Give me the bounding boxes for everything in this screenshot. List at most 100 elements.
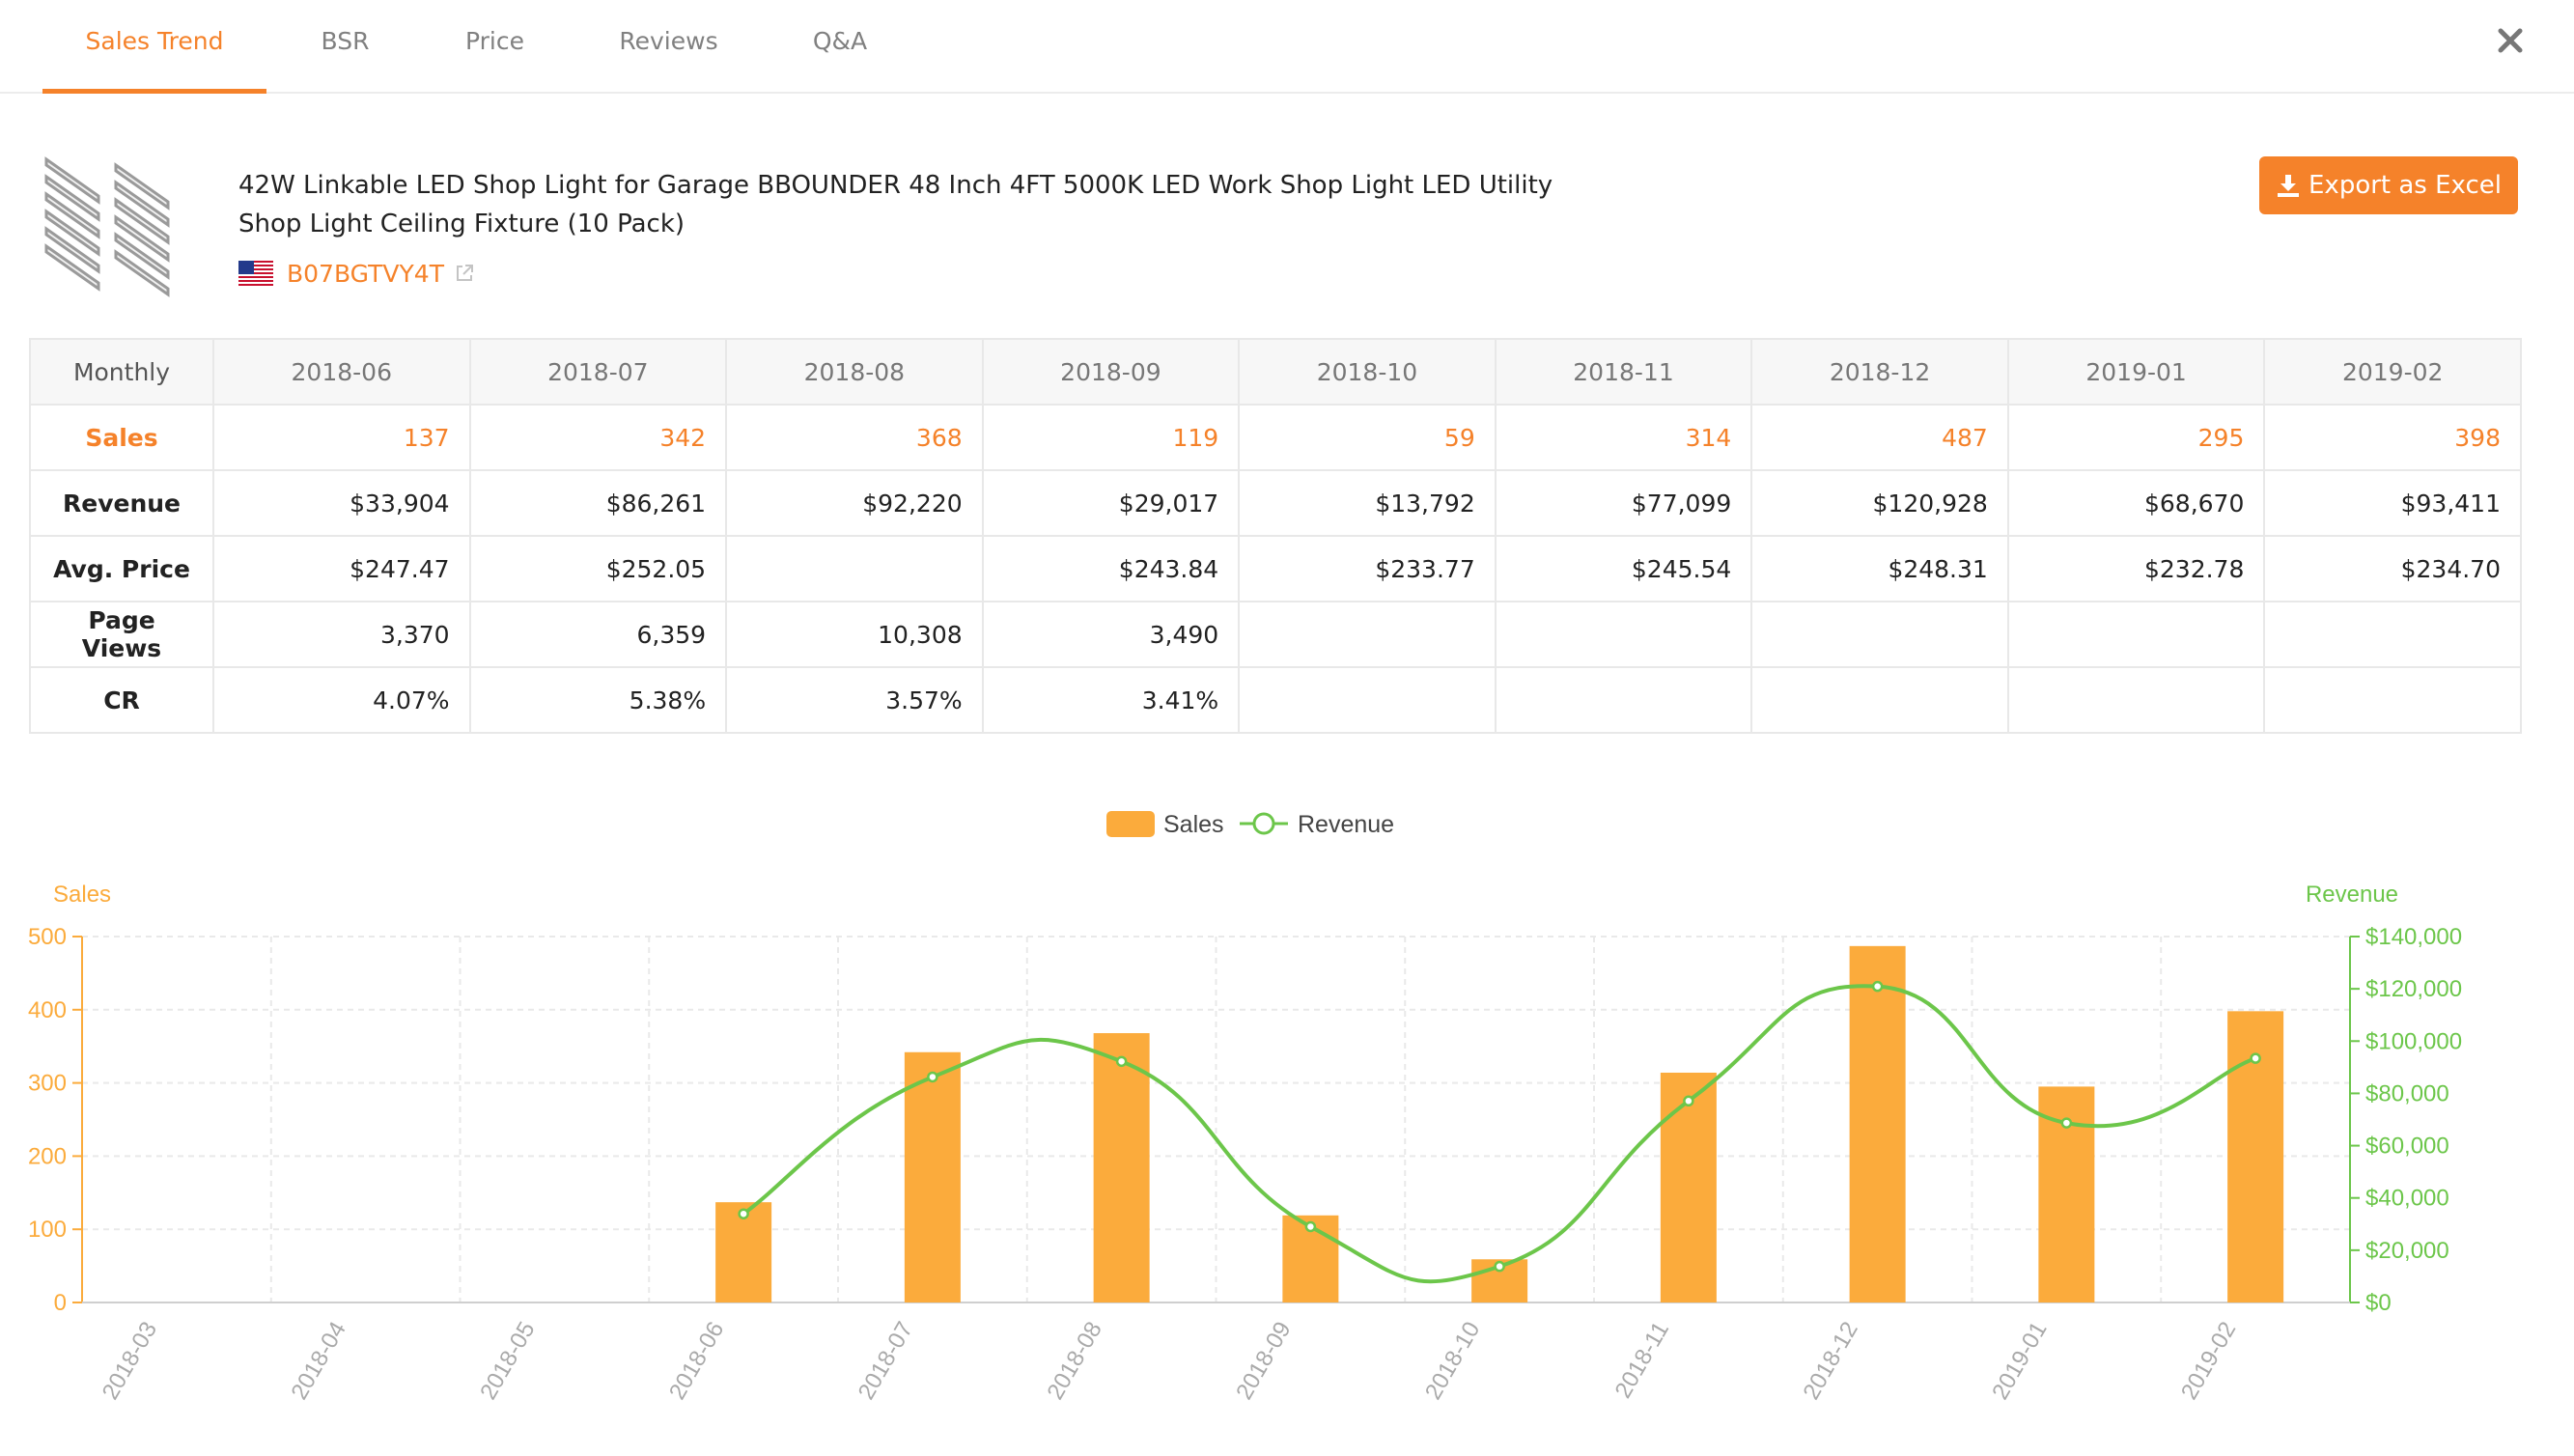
- row-label: CR: [29, 666, 214, 734]
- export-button-label: Export as Excel: [2308, 171, 2502, 200]
- table-cell: $92,220: [725, 469, 984, 537]
- table-cell: [2006, 601, 2266, 668]
- x-tick-label: 2018-11: [1610, 1318, 1675, 1403]
- x-tick-label: 2018-09: [1231, 1318, 1296, 1405]
- x-tick-label: 2018-04: [286, 1318, 350, 1405]
- y-tick-label: 500: [28, 924, 67, 950]
- tab-qa[interactable]: Q&A: [812, 27, 868, 55]
- table-cell: [725, 535, 984, 602]
- table-cell: $120,928: [1750, 469, 2009, 537]
- table-row-page-views: Page Views 3,370 6,359 10,308 3,490: [29, 601, 2522, 668]
- y2-tick-label: $120,000: [2365, 976, 2462, 1002]
- y-tick-label: 0: [54, 1290, 67, 1316]
- revenue-point: [2250, 1052, 2261, 1064]
- row-label: Avg. Price: [29, 535, 214, 602]
- external-link-icon[interactable]: [454, 263, 475, 284]
- sales-bar: [1093, 1033, 1150, 1302]
- table-cell: [2263, 666, 2522, 734]
- month-header: 2018-12: [1750, 338, 2009, 406]
- y2-axis-title: Revenue: [2306, 882, 2398, 908]
- monthly-metrics-table: Monthly 2018-06 2018-07 2018-08 2018-09 …: [29, 338, 2522, 734]
- table-cell: [1494, 601, 1753, 668]
- y2-tick-label: $60,000: [2365, 1134, 2449, 1160]
- month-header: 2019-02: [2263, 338, 2522, 406]
- revenue-line: [741, 984, 2256, 1284]
- month-header: 2018-11: [1494, 338, 1753, 406]
- table-cell: $68,670: [2006, 469, 2266, 537]
- table-cell: 295: [2006, 404, 2266, 471]
- month-header: 2018-09: [981, 338, 1241, 406]
- table-cell: $243.84: [981, 535, 1241, 602]
- us-flag-icon: [238, 261, 273, 286]
- table-cell: $234.70: [2263, 535, 2522, 602]
- table-cell: 3,490: [981, 601, 1241, 668]
- month-header: 2018-08: [725, 338, 984, 406]
- revenue-point: [927, 1071, 938, 1083]
- table-cell: [2006, 666, 2266, 734]
- table-cell: $247.47: [212, 535, 471, 602]
- table-cell: 398: [2263, 404, 2522, 471]
- row-label: Revenue: [29, 469, 214, 537]
- tab-bsr[interactable]: BSR: [321, 27, 370, 55]
- x-tick-label: 2018-03: [98, 1318, 162, 1405]
- close-icon[interactable]: [2491, 21, 2530, 60]
- table-cell: 6,359: [468, 601, 728, 668]
- table-cell: 487: [1750, 404, 2009, 471]
- table-cell: $245.54: [1494, 535, 1753, 602]
- table-cell: 59: [1238, 404, 1497, 471]
- table-cell: $13,792: [1238, 469, 1497, 537]
- y2-tick-label: $0: [2365, 1290, 2392, 1316]
- x-tick-label: 2018-08: [1042, 1318, 1106, 1405]
- product-thumbnail: [44, 156, 170, 297]
- legend-label-sales: Sales: [1163, 811, 1224, 838]
- table-cell: $77,099: [1494, 469, 1753, 537]
- row-label: Page Views: [29, 601, 214, 668]
- table-cell: $232.78: [2006, 535, 2266, 602]
- revenue-point: [738, 1208, 749, 1219]
- table-cell: [1238, 666, 1497, 734]
- table-cell: $233.77: [1238, 535, 1497, 602]
- table-cell: 314: [1494, 404, 1753, 471]
- download-icon: [2278, 175, 2299, 197]
- revenue-point: [1494, 1260, 1505, 1273]
- month-header: 2019-01: [2006, 338, 2266, 406]
- table-cell: 10,308: [725, 601, 984, 668]
- table-cell: [1238, 601, 1497, 668]
- tab-reviews[interactable]: Reviews: [619, 27, 718, 55]
- table-row-revenue: Revenue $33,904 $86,261 $92,220 $29,017 …: [29, 469, 2522, 537]
- table-cell: $86,261: [468, 469, 728, 537]
- export-excel-button[interactable]: Export as Excel: [2259, 156, 2518, 214]
- x-tick-label: 2018-10: [1420, 1318, 1485, 1405]
- tab-sales-trend[interactable]: Sales Trend: [42, 0, 266, 94]
- table-cell: $93,411: [2263, 469, 2522, 537]
- table-cell: 5.38%: [468, 666, 728, 734]
- y2-tick-label: $140,000: [2365, 924, 2462, 950]
- table-cell: $33,904: [212, 469, 471, 537]
- y-tick-label: 200: [28, 1143, 67, 1169]
- product-title: 42W Linkable LED Shop Light for Garage B…: [238, 171, 1553, 238]
- tab-price[interactable]: Price: [465, 27, 524, 55]
- table-cell: 342: [468, 404, 728, 471]
- table-cell: 4.07%: [212, 666, 471, 734]
- table-cell: [1750, 666, 2009, 734]
- y-tick-label: 300: [28, 1071, 67, 1097]
- table-row-cr: CR 4.07% 5.38% 3.57% 3.41%: [29, 666, 2522, 734]
- table-cell: 3.57%: [725, 666, 984, 734]
- table-cell: 119: [981, 404, 1241, 471]
- x-tick-label: 2018-06: [664, 1318, 729, 1405]
- month-header: 2018-06: [212, 338, 471, 406]
- row-label: Sales: [29, 404, 214, 471]
- y2-tick-label: $100,000: [2365, 1028, 2462, 1054]
- revenue-point: [1304, 1220, 1317, 1233]
- legend-marker-revenue: [1252, 812, 1275, 835]
- asin-link[interactable]: B07BGTVY4T: [287, 259, 444, 288]
- x-tick-label: 2018-12: [1798, 1318, 1862, 1405]
- table-corner-header: Monthly: [29, 338, 214, 406]
- table-row-sales: Sales 137 342 368 119 59 314 487 295 398: [29, 404, 2522, 471]
- table-cell: [1494, 666, 1753, 734]
- month-header: 2018-10: [1238, 338, 1497, 406]
- y2-tick-label: $80,000: [2365, 1080, 2449, 1106]
- asin-row: B07BGTVY4T: [238, 257, 475, 290]
- table-cell: [1750, 601, 2009, 668]
- month-header: 2018-07: [468, 338, 728, 406]
